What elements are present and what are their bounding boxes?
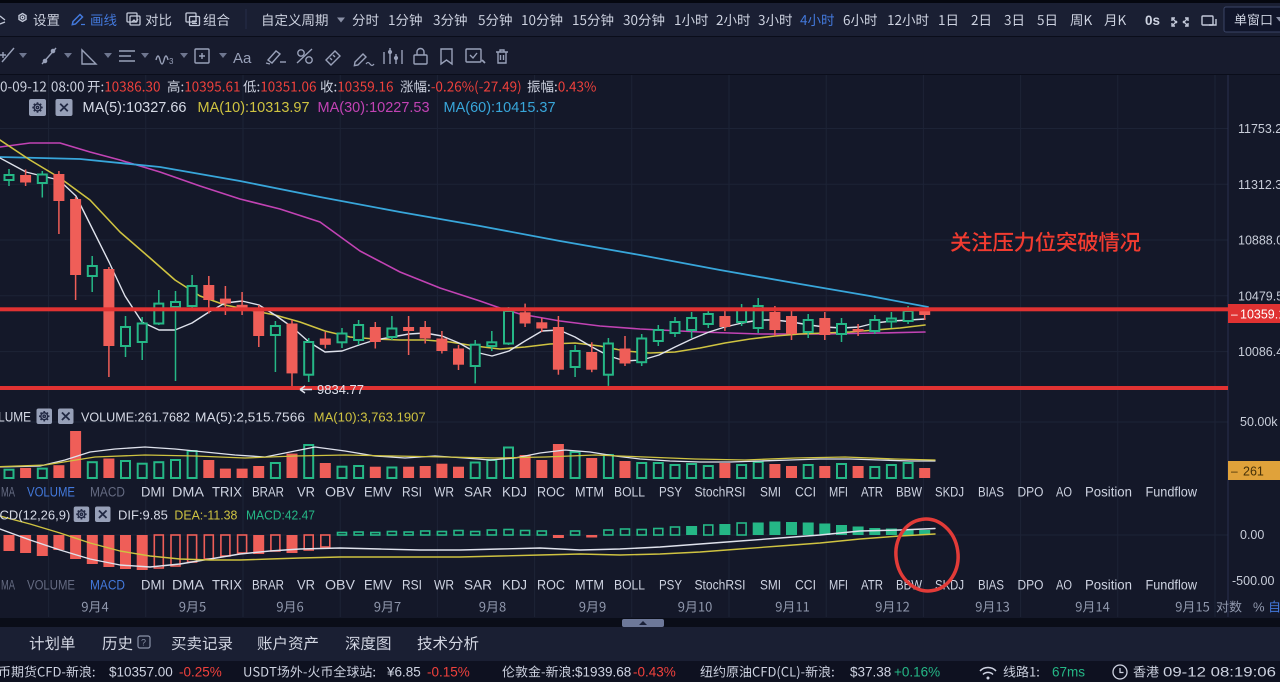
svg-text:9834.77: 9834.77 [317,382,364,397]
svg-text:¥6.85: ¥6.85 [386,665,421,680]
svg-text:-0.43%: -0.43% [633,665,676,680]
svg-text:VOLUME: VOLUME [27,578,75,593]
svg-text:261: 261 [1243,465,1264,479]
svg-text:DIF:9.85: DIF:9.85 [118,508,168,523]
svg-text:-0.15%: -0.15% [427,665,470,680]
svg-text:–: – [1231,464,1238,478]
svg-text:BIAS: BIAS [978,578,1004,593]
svg-text:10888.04: 10888.04 [1238,234,1280,248]
svg-text:AO: AO [1056,578,1072,593]
svg-text:DMI: DMI [141,578,165,593]
svg-text:RSI: RSI [402,485,422,500]
svg-text:11312.35: 11312.35 [1238,178,1280,192]
svg-text:DPO: DPO [1018,485,1044,500]
svg-text:StochRSI: StochRSI [695,485,746,500]
svg-text:MTM: MTM [575,578,604,593]
svg-text:BOLL: BOLL [614,485,645,500]
svg-text:StochRSI: StochRSI [695,578,746,593]
svg-text:MACD: MACD [90,485,125,500]
svg-text:VR: VR [297,578,315,593]
svg-text:RSI: RSI [402,578,422,593]
svg-text:TRIX: TRIX [212,578,242,593]
svg-text:+0.16%: +0.16% [894,665,940,680]
svg-text:09-12 08:19:06: 09-12 08:19:06 [1163,665,1276,680]
svg-text:MACD(12,26,9): MACD(12,26,9) [0,508,70,523]
svg-text:SKDJ: SKDJ [935,485,964,500]
svg-text:-0.25%: -0.25% [179,665,222,680]
svg-text:MACD:42.47: MACD:42.47 [246,508,315,523]
svg-text:SMI: SMI [760,485,781,500]
svg-text:BRAR: BRAR [252,578,284,593]
svg-text:ATR: ATR [861,578,883,593]
svg-text:VOLUME:261.7682: VOLUME:261.7682 [81,410,190,425]
svg-text:-500.00: -500.00 [1232,574,1274,588]
svg-text:MTM: MTM [575,485,604,500]
svg-text:BOLL: BOLL [614,578,645,593]
svg-text:MFI: MFI [829,578,848,593]
svg-text:ATR: ATR [861,485,883,500]
svg-text:DMA: DMA [172,485,204,500]
svg-text:$37.38: $37.38 [850,665,891,680]
svg-text:EMV: EMV [364,578,392,593]
svg-text:BIAS: BIAS [978,485,1004,500]
svg-text:CCI: CCI [795,485,816,500]
svg-text:10086.44: 10086.44 [1238,345,1280,359]
svg-text:Fundflow: Fundflow [1146,578,1198,593]
svg-text:ROC: ROC [537,485,565,500]
svg-text:TRIX: TRIX [212,485,242,500]
svg-text:VOLUME: VOLUME [27,485,75,500]
svg-text:DMA: DMA [172,578,204,593]
svg-text:Position: Position [1085,578,1132,593]
svg-text:10479.55: 10479.55 [1238,289,1280,303]
svg-text:MA(5):10327.66: MA(5):10327.66 [83,100,187,116]
svg-text:SAR: SAR [464,578,492,593]
svg-text:MA(60):10415.37: MA(60):10415.37 [444,100,556,116]
svg-text:$1939.68: $1939.68 [575,665,631,680]
svg-text:MA: MA [1,485,15,500]
svg-text:–: – [1231,307,1238,321]
svg-text:0s: 0s [1145,13,1160,28]
svg-text:MA(10):10313.97: MA(10):10313.97 [198,100,310,116]
svg-text:OBV: OBV [325,485,355,500]
svg-text:%: % [1253,600,1265,615]
svg-text:Aa: Aa [233,50,252,67]
svg-text:PSY: PSY [659,578,682,593]
svg-text:WR: WR [434,578,454,593]
svg-text:BBW: BBW [896,485,922,500]
svg-text:ROC: ROC [537,578,565,593]
svg-text:KDJ: KDJ [502,485,527,500]
svg-text:MA: MA [1,578,15,593]
svg-text:VR: VR [297,485,315,500]
svg-text:AO: AO [1056,485,1072,500]
svg-text:DPO: DPO [1018,578,1044,593]
svg-text:WR: WR [434,485,454,500]
svg-text:MA(30):10227.53: MA(30):10227.53 [318,100,430,116]
svg-text:DEA:-11.38: DEA:-11.38 [174,508,237,523]
svg-text:PSY: PSY [659,485,682,500]
svg-text:67ms: 67ms [1052,665,1085,680]
svg-text:10359.16: 10359.16 [1240,308,1280,322]
svg-text:MACD: MACD [90,578,125,593]
svg-text:MA(10):3,763.1907: MA(10):3,763.1907 [314,410,426,425]
svg-text:MA(5):2,515.7566: MA(5):2,515.7566 [195,410,305,425]
svg-text:SAR: SAR [464,485,492,500]
svg-text:11753.24: 11753.24 [1238,122,1280,136]
svg-text:0.00: 0.00 [1240,528,1264,542]
svg-text:3: 3 [169,57,174,66]
svg-text:EMV: EMV [364,485,392,500]
svg-text:MFI: MFI [829,485,848,500]
svg-text:OBV: OBV [325,578,355,593]
svg-text:CCI: CCI [795,578,816,593]
svg-text:$10357.00: $10357.00 [109,665,173,680]
svg-text:BRAR: BRAR [252,485,284,500]
svg-text:VOLUME: VOLUME [0,410,31,425]
svg-text:DMI: DMI [141,485,165,500]
svg-text:Fundflow: Fundflow [1146,485,1198,500]
svg-text:50.00k: 50.00k [1240,415,1278,429]
svg-text:Position: Position [1085,485,1132,500]
svg-text:KDJ: KDJ [502,578,527,593]
svg-text:SMI: SMI [760,578,781,593]
svg-text:?: ? [141,638,146,648]
